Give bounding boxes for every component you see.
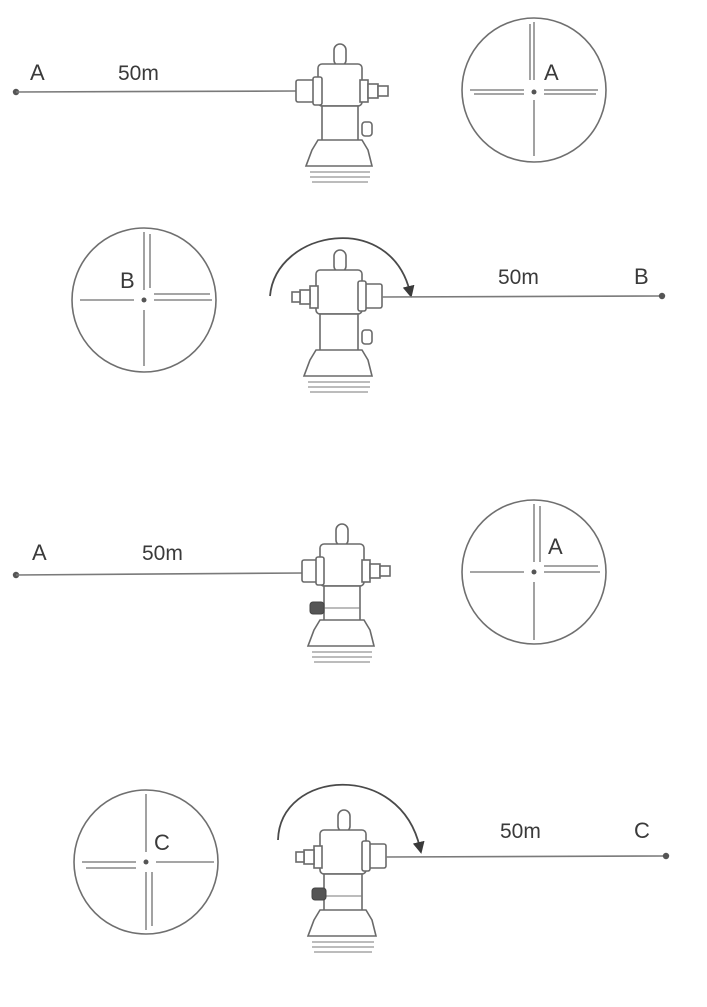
panel-2: B 50m B xyxy=(71,227,666,393)
target-label: A xyxy=(30,60,45,85)
distance-label: 50m xyxy=(142,542,183,565)
sight-line xyxy=(15,90,297,93)
theodolite-icon xyxy=(295,809,387,953)
panel-3: A 50m A xyxy=(12,499,607,663)
reticle-label: C xyxy=(154,830,170,855)
rotation-arrow-icon xyxy=(269,237,415,298)
distance-label: 50m xyxy=(498,266,539,289)
reticle-label: B xyxy=(120,268,135,293)
panel-4: C 50m C xyxy=(73,784,670,953)
theodolite-icon xyxy=(301,523,391,663)
target-label: B xyxy=(634,264,649,289)
distance-label: 50m xyxy=(500,820,541,843)
reticle-view: B xyxy=(71,227,217,373)
reticle-view: C xyxy=(73,789,219,935)
theodolite-icon xyxy=(295,43,389,183)
distance-label: 50m xyxy=(118,62,159,85)
panel-1: A 50m xyxy=(12,17,607,183)
reticle-view: A xyxy=(461,17,607,163)
target-label: C xyxy=(634,818,650,843)
reticle-view: A xyxy=(461,499,607,645)
sight-line xyxy=(385,855,667,858)
target-point-a xyxy=(12,571,20,579)
sight-line xyxy=(15,572,305,576)
theodolite-icon xyxy=(291,249,383,393)
target-label: A xyxy=(32,540,47,565)
reticle-label: A xyxy=(544,60,559,85)
reticle-label: A xyxy=(548,534,563,559)
sight-line xyxy=(381,295,663,298)
rotation-arrow-icon xyxy=(277,784,425,854)
target-point-b xyxy=(658,292,666,300)
target-point-c xyxy=(662,852,670,860)
